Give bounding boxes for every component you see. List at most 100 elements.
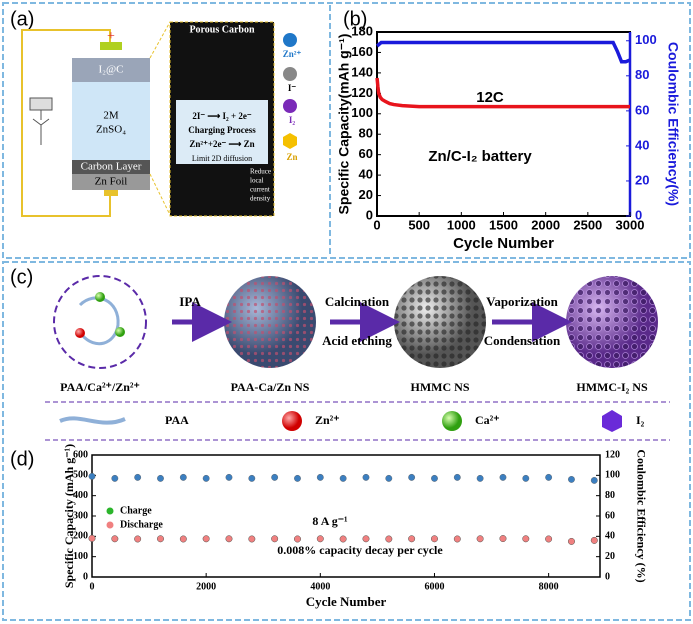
legend-icon <box>283 133 297 149</box>
ion <box>95 292 105 302</box>
y2-tick-label: 0 <box>635 207 642 222</box>
point <box>157 535 164 543</box>
y-axis-title: Specific Capacity (mAh g⁻¹) <box>62 444 76 588</box>
ion <box>115 327 125 337</box>
legend-label: Zn²⁺ <box>315 413 340 427</box>
y-tick-label: 100 <box>351 105 373 120</box>
y-tick-label: 400 <box>73 490 88 501</box>
point <box>111 474 119 482</box>
point <box>248 474 256 482</box>
zoom-line <box>149 21 171 216</box>
legend-label: Zn <box>286 152 297 162</box>
legend-icon <box>283 99 297 113</box>
y-tick-label: 120 <box>351 85 373 100</box>
y-tick-label: 40 <box>359 167 373 182</box>
point <box>385 474 393 482</box>
step: Condensation <box>484 333 561 348</box>
step: Acid etching <box>322 333 392 348</box>
electrolyte <box>72 82 150 160</box>
point <box>88 472 96 480</box>
legend-icon <box>282 411 302 431</box>
y2-axis-title: Coulombic Efficiency(%) <box>665 42 681 206</box>
x-tick-label: 2000 <box>531 217 560 232</box>
point <box>179 535 187 543</box>
point <box>202 535 210 543</box>
y-tick-label: 500 <box>73 470 88 481</box>
density-note: local <box>250 177 264 185</box>
x-axis-title: Cycle Number <box>453 235 554 252</box>
legend-icon <box>283 67 297 81</box>
point <box>271 535 279 543</box>
point <box>134 473 142 481</box>
legend-marker <box>106 521 114 529</box>
point <box>408 473 416 481</box>
point <box>294 474 301 482</box>
y2-tick-label: 120 <box>605 449 620 460</box>
point <box>316 535 324 543</box>
legend-marker <box>106 507 114 515</box>
point <box>362 473 370 481</box>
point <box>294 535 301 543</box>
point <box>271 473 279 481</box>
point <box>248 535 256 543</box>
legend-label: I₂ <box>636 413 645 427</box>
series-line <box>375 77 630 109</box>
annotation: Zn/C-I₂ battery <box>428 148 532 165</box>
step: Vaporization <box>486 294 559 309</box>
density-note: current <box>250 186 270 194</box>
terminal <box>104 190 118 196</box>
legend-icon <box>602 410 622 432</box>
point <box>476 535 484 543</box>
y2-tick-label: 100 <box>605 470 620 481</box>
electrolyte-label: 2M <box>103 110 119 122</box>
legend-label: PAA <box>165 413 189 427</box>
reaction: 2I⁻ ⟶ I₂ + 2e⁻ <box>192 111 251 121</box>
legend-label: I₂ <box>289 115 296 125</box>
anode-label: Zn Foil <box>95 176 128 188</box>
zoom-title: Porous Carbon <box>189 24 255 35</box>
point <box>225 535 233 543</box>
y-tick-label: 60 <box>359 146 373 161</box>
y-tick-label: 180 <box>351 23 373 38</box>
legend-icon <box>283 33 297 47</box>
panel-a: (a) + I₂@C 2M ZnSO₄ Carbon Layer Zn Foil… <box>10 8 301 217</box>
point <box>590 477 598 484</box>
reaction: Zn²⁺+2e⁻ ⟶ Zn <box>189 139 254 149</box>
point <box>545 535 553 543</box>
y2-tick-label: 40 <box>635 137 649 152</box>
carbon-layer <box>72 160 150 174</box>
panel-label: (b) <box>343 8 367 30</box>
step: Calcination <box>325 294 390 309</box>
point <box>316 473 324 481</box>
point <box>202 474 210 482</box>
legend-icon <box>59 416 126 425</box>
y2-tick-label: 60 <box>605 510 615 521</box>
x-axis-title: Cycle Number <box>306 594 387 609</box>
polymer <box>78 296 120 346</box>
point <box>157 474 164 482</box>
x-tick-label: 6000 <box>424 581 444 592</box>
circuit <box>21 29 111 217</box>
y-axis-title: Specific Capacity(mAh g⁻¹) <box>336 34 352 215</box>
point <box>453 535 461 543</box>
x-tick-label: 4000 <box>310 581 330 592</box>
annotation: 12C <box>476 89 504 106</box>
legend-label: Ca²⁺ <box>475 413 500 427</box>
y-tick-label: 300 <box>73 510 88 521</box>
legend-label: Charge <box>120 505 152 516</box>
legend-icon <box>442 411 462 431</box>
product: PAA/Ca²⁺/Zn²⁺ <box>60 380 140 394</box>
anode <box>72 174 150 190</box>
product: HMMC-I₂ NS <box>576 380 648 394</box>
point <box>499 535 507 542</box>
panel-label: (c) <box>10 266 33 288</box>
series-line <box>375 40 631 64</box>
panel-c: (c) IPA Calcination Acid etching Vaporiz… <box>10 266 670 441</box>
x-tick-label: 1000 <box>447 217 476 232</box>
precursor <box>53 275 147 369</box>
y-tick-label: 140 <box>351 64 373 79</box>
point <box>568 475 575 483</box>
point <box>431 474 438 482</box>
terminal <box>100 42 122 50</box>
